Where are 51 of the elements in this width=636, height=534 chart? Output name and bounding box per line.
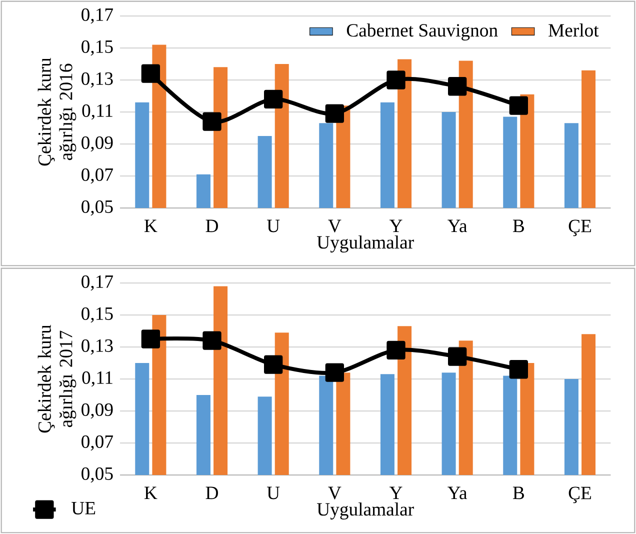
point <box>509 360 528 379</box>
x-tick-label: B <box>512 220 524 232</box>
x-tick-label: ÇE <box>568 486 591 504</box>
point <box>386 340 406 360</box>
point <box>386 70 406 90</box>
x-tick-label: D <box>206 486 218 500</box>
y-tick-label: 0,09 <box>82 136 113 152</box>
x-tick-label: U <box>266 486 280 500</box>
y-axis-title: Çekirdek kuru ağırlığı 2017 <box>38 324 76 433</box>
point <box>448 77 467 96</box>
point <box>141 64 160 83</box>
point <box>264 90 283 109</box>
point <box>509 96 528 115</box>
x-tick-label: Y <box>389 486 402 500</box>
y-tick-label: 0,15 <box>82 40 113 56</box>
point <box>448 347 467 366</box>
point <box>202 112 222 131</box>
x-axis-title: Uygulamalar <box>317 502 414 520</box>
x-tick-label: V <box>328 220 342 232</box>
x-tick-label: K <box>144 486 158 500</box>
y-tick-label: 0,13 <box>82 339 113 355</box>
x-tick-label: ÇE <box>568 220 591 236</box>
x-axis-title: Uygulamalar <box>317 236 414 253</box>
y-tick-label: 0,09 <box>82 403 113 419</box>
x-tick-label: V <box>328 486 342 500</box>
legend-label: Cabernet Sauvignon <box>346 23 498 40</box>
x-tick-label: U <box>266 220 280 232</box>
y-tick-label: 0,11 <box>82 371 112 387</box>
y-tick-label: 0,15 <box>82 307 113 323</box>
y-tick-label: 0,17 <box>82 8 113 24</box>
y-tick-label: 0,11 <box>82 104 112 120</box>
point <box>141 330 160 348</box>
x-tick-label: D <box>206 220 218 232</box>
legend-label: UE <box>72 502 96 514</box>
y-tick-label: 0,07 <box>82 168 113 184</box>
x-tick-label: Ya <box>448 220 468 232</box>
x-tick-label: K <box>144 220 158 232</box>
y-tick-label: 0,17 <box>82 275 113 291</box>
y-tick-label: 0,13 <box>82 72 113 88</box>
point <box>264 355 283 374</box>
point <box>325 363 344 382</box>
x-tick-label: B <box>512 486 524 500</box>
legend-label: Merlot <box>548 23 599 37</box>
y-axis-title: Çekirdek kuru ağırlığı 2016 <box>38 58 76 166</box>
x-tick-label: Ya <box>448 486 468 500</box>
y-tick-label: 0,05 <box>82 200 113 216</box>
point <box>325 104 344 123</box>
point <box>202 331 222 350</box>
y-tick-label: 0,07 <box>82 435 113 451</box>
x-tick-label: Y <box>389 220 402 232</box>
y-tick-label: 0,05 <box>82 467 113 483</box>
